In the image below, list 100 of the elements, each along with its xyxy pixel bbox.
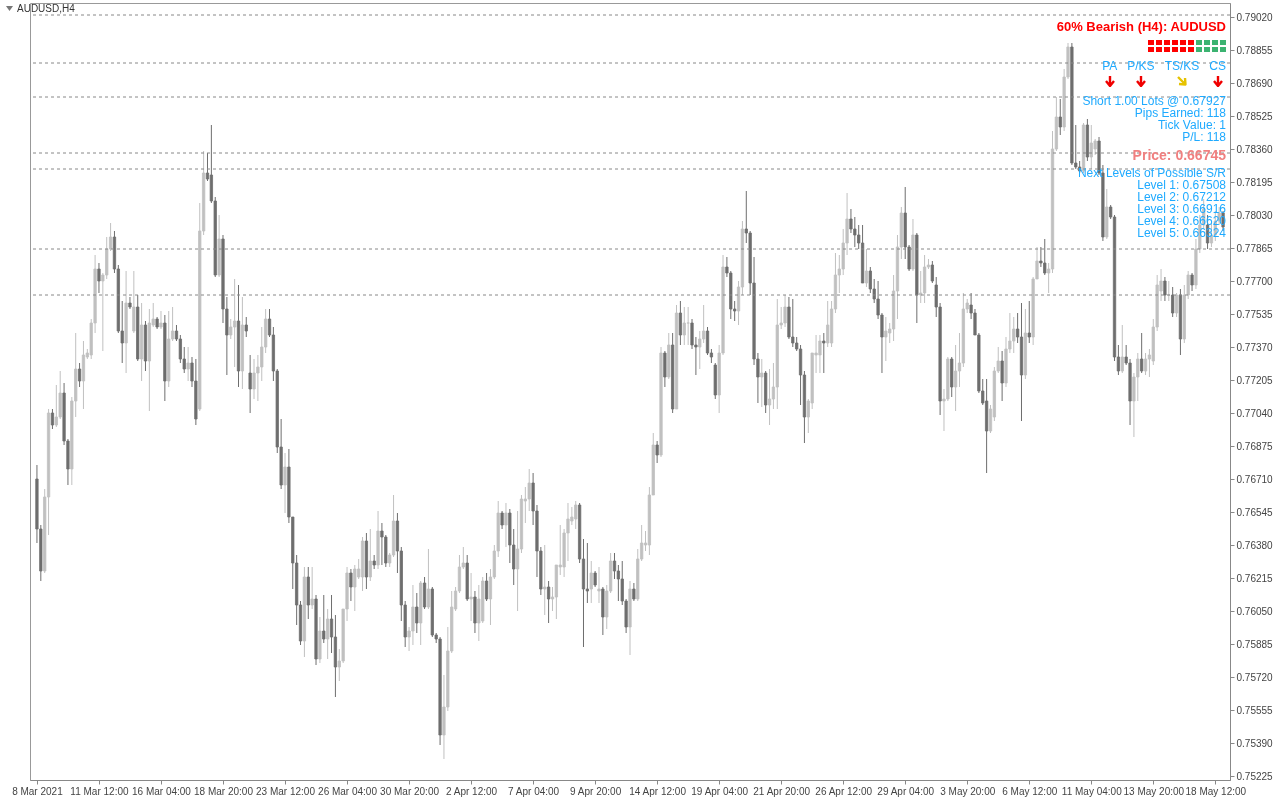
candlestick (1027, 300, 1031, 344)
candlestick (159, 310, 163, 330)
candlestick (484, 572, 489, 602)
annotation: Pips Earned: 118 (1134, 106, 1226, 120)
x-tick-label: 2 Apr 12:00 (446, 785, 498, 797)
candlestick (705, 326, 710, 356)
candlestick (597, 566, 601, 604)
x-tick-label: 19 Apr 04:00 (691, 785, 749, 797)
candlestick (822, 332, 826, 374)
candlestick (919, 270, 923, 304)
candlestick (349, 568, 353, 602)
y-tick-label: 0.75225 (1236, 770, 1274, 782)
x-tick-label: 26 Mar 04:00 (318, 785, 378, 797)
candlestick (283, 452, 287, 514)
y-tick-label: 0.78690 (1236, 77, 1274, 89)
candlestick (368, 528, 372, 582)
candlestick (678, 300, 682, 346)
candlestick (663, 350, 667, 388)
x-tick-label: 23 Mar 12:00 (256, 785, 316, 797)
y-tick-label: 0.78855 (1236, 44, 1274, 56)
candlestick (244, 316, 248, 338)
y-tick-label: 0.78030 (1236, 209, 1274, 221)
candlestick (1058, 98, 1062, 136)
candlestick (233, 278, 237, 368)
candlestick (884, 316, 888, 362)
x-tick-label: 9 Apr 20:00 (570, 785, 622, 797)
annotation: Level 3: 0.66916 (1137, 202, 1226, 216)
x-tick-label: 30 Mar 20:00 (380, 785, 440, 797)
candlestick (760, 358, 764, 408)
candlestick (791, 298, 795, 348)
y-tick-label: 0.78195 (1236, 176, 1274, 188)
candlestick (547, 580, 551, 624)
candlestick (543, 544, 547, 616)
y-tick-label: 0.76710 (1236, 473, 1274, 485)
annotation: P/KS (1127, 59, 1155, 73)
x-tick-label: 18 Mar 20:00 (194, 785, 254, 797)
y-tick-label: 0.77205 (1236, 374, 1274, 386)
candlestick (504, 502, 508, 548)
y-tick-label: 0.76050 (1236, 605, 1274, 617)
y-tick-label: 0.77370 (1236, 341, 1274, 353)
candlestick (186, 346, 190, 382)
annotation: TS/KS (1164, 59, 1200, 73)
candlestick (1012, 316, 1016, 354)
candlestick (589, 560, 593, 604)
candlestick (1140, 332, 1144, 374)
x-tick-label: 11 Mar 12:00 (70, 785, 129, 797)
candlestick (702, 304, 706, 344)
candlestick (128, 296, 132, 310)
candlestick (954, 344, 958, 412)
annotation: Short 1.00 Lots @ 0.67927 (1082, 94, 1226, 108)
candlestick (1000, 350, 1004, 402)
candlestick (54, 384, 58, 428)
y-tick-label: 0.76215 (1236, 572, 1274, 584)
candlestick (310, 566, 314, 610)
x-tick-label: 6 May 12:00 (1002, 785, 1058, 797)
annotation: P/L: 118 (1182, 130, 1226, 144)
candlestick (574, 500, 578, 530)
y-tick-label: 0.77865 (1236, 242, 1274, 254)
chart-title: AUDUSD,H4 (17, 3, 75, 14)
candlestick (322, 594, 326, 644)
candlestick (469, 572, 473, 622)
x-tick-label: 18 May 12:00 (1185, 785, 1247, 797)
x-tick-label: 21 Apr 20:00 (753, 785, 811, 797)
y-tick-label: 0.77535 (1236, 308, 1274, 320)
candlestick (1143, 352, 1148, 376)
candlestick (612, 552, 617, 580)
x-tick-label: 3 May 20:00 (940, 785, 996, 797)
x-tick-label: 8 Mar 2021 (12, 785, 64, 797)
candlestick (1089, 124, 1093, 170)
y-tick-label: 0.75720 (1236, 671, 1274, 683)
annotation: Level 2: 0.67212 (1137, 190, 1226, 204)
candlestick (682, 306, 686, 346)
candlestick (97, 262, 101, 294)
candlestick (585, 542, 589, 604)
annotation: PA (1102, 59, 1118, 73)
y-tick-label: 0.77700 (1236, 275, 1274, 287)
annotation: 60% Bearish (H4): AUDUSD (1056, 19, 1226, 34)
y-tick-label: 0.78360 (1236, 143, 1274, 155)
candlestick (655, 440, 659, 464)
candlestick (1171, 286, 1175, 318)
y-tick-label: 0.75555 (1236, 704, 1274, 716)
y-tick-label: 0.77040 (1236, 407, 1274, 419)
x-tick-label: 29 Apr 04:00 (877, 785, 935, 797)
candlestick (686, 306, 690, 346)
y-tick-label: 0.79020 (1236, 11, 1274, 23)
x-tick-label: 13 May 20:00 (1123, 785, 1185, 797)
y-tick-label: 0.76545 (1236, 506, 1274, 518)
candlestick (930, 260, 934, 284)
candlestick (415, 592, 419, 634)
annotation: CS (1209, 59, 1226, 73)
candlestick (380, 522, 384, 566)
candlestick (132, 270, 136, 334)
x-tick-label: 16 Mar 04:00 (132, 785, 192, 797)
candlestick (818, 334, 822, 374)
candlestick (1043, 238, 1047, 276)
annotation: Tick Value: 1 (1157, 118, 1226, 132)
candlestick (248, 354, 252, 414)
y-tick-label: 0.75885 (1236, 638, 1274, 650)
y-tick-label: 0.75390 (1236, 737, 1274, 749)
y-tick-label: 0.76875 (1236, 440, 1274, 452)
